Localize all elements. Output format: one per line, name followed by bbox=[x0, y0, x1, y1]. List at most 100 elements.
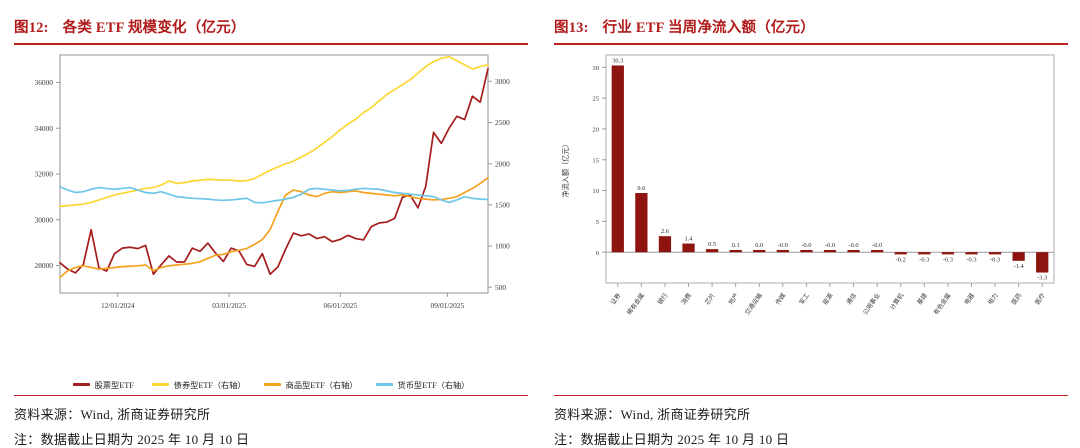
y-tick-label: 25 bbox=[592, 95, 599, 102]
x-category-label: 电器 bbox=[962, 290, 976, 305]
bar-value-label: 30.3 bbox=[612, 57, 623, 64]
bar[interactable] bbox=[611, 65, 624, 252]
x-category-label: 医疗 bbox=[1033, 291, 1047, 306]
figure-12-source: 资料来源：Wind, 浙商证券研究所 bbox=[14, 407, 211, 422]
bar[interactable] bbox=[823, 249, 837, 252]
figure-12-footer-rule bbox=[14, 394, 528, 396]
bar[interactable] bbox=[635, 192, 648, 252]
x-category-label: 稀有金属 bbox=[625, 291, 646, 316]
bar-value-label: 0.0 bbox=[755, 242, 763, 249]
legend-item-3[interactable]: 货币型ETF（右轴） bbox=[375, 379, 470, 391]
legend-swatch-icon bbox=[375, 383, 393, 386]
legend-swatch-icon bbox=[263, 383, 281, 386]
legend-item-2[interactable]: 商品型ETF（右轴） bbox=[263, 379, 358, 391]
x-tick-label: 12/01/2024 bbox=[101, 301, 135, 310]
figure-13-title-text: 行业 ETF 当周净流入额（亿元） bbox=[602, 20, 815, 36]
x-category-label: 芯片 bbox=[703, 291, 717, 306]
x-category-label: 医药 bbox=[1010, 291, 1024, 306]
y-left-tick-label: 28000 bbox=[35, 261, 54, 270]
bar-value-label: -0.0 bbox=[825, 242, 835, 249]
bar[interactable] bbox=[776, 249, 789, 252]
y-tick-label: 15 bbox=[592, 157, 599, 164]
figure-12-panel: 图12: 各类 ETF 规模变化（亿元） 28000 30000 32000 34000… bbox=[14, 0, 528, 447]
bar[interactable] bbox=[1036, 251, 1049, 273]
figure-13-title: 图13: 行业 ETF 当周净流入额（亿元） bbox=[554, 0, 1068, 43]
legend-label: 股票型ETF bbox=[94, 380, 134, 390]
bar[interactable] bbox=[988, 251, 1002, 254]
bar-value-label: -0.0 bbox=[778, 242, 788, 249]
bar[interactable] bbox=[705, 248, 719, 252]
bar-value-label: -0.0 bbox=[801, 242, 811, 249]
x-category-label: 消费 bbox=[680, 291, 694, 306]
bar[interactable] bbox=[1012, 251, 1025, 261]
legend-swatch-icon bbox=[151, 383, 169, 386]
bar[interactable] bbox=[682, 243, 695, 252]
figure-12-chart-area: 28000 30000 32000 34000 36000 500 1000 1500 2000… bbox=[14, 45, 528, 377]
legend-label: 货币型ETF（右轴） bbox=[397, 380, 470, 390]
y-left-tick-label: 30000 bbox=[35, 215, 54, 224]
figure-13-label: 图13: bbox=[554, 20, 589, 36]
bar-value-label: -0.3 bbox=[966, 256, 976, 263]
bar-value-label: 9.6 bbox=[637, 185, 645, 192]
bar-value-label: -0.3 bbox=[943, 256, 953, 263]
bar[interactable] bbox=[965, 251, 978, 254]
etf-scale-line-chart: 28000 30000 32000 34000 36000 500 1000 1500 2000… bbox=[35, 54, 510, 310]
bar[interactable] bbox=[753, 249, 766, 252]
line-series-3 bbox=[59, 185, 489, 204]
x-category-label: 计算机 bbox=[888, 290, 906, 310]
bar-value-label: -3.3 bbox=[1037, 274, 1047, 281]
y-tick-label: 0 bbox=[596, 249, 600, 256]
legend-item-1[interactable]: 债券型ETF（右轴） bbox=[151, 379, 246, 391]
figure-13-panel: 图13: 行业 ETF 当周净流入额（亿元） 0 5 10 15 20 25 30 净流入额（亿… bbox=[540, 0, 1080, 448]
x-tick-label: 03/01/2025 bbox=[212, 301, 246, 310]
bar[interactable] bbox=[941, 251, 955, 254]
y-left-tick-label: 36000 bbox=[35, 78, 54, 87]
x-category-label: 传媒 bbox=[774, 290, 788, 305]
figure-12-note: 注：数据截止日期为 2025 年 10 月 10 日 bbox=[14, 432, 250, 447]
bar-value-label: -0.0 bbox=[872, 242, 882, 249]
bar[interactable] bbox=[729, 249, 742, 252]
bar-value-label: -0.3 bbox=[919, 256, 929, 263]
bar[interactable] bbox=[658, 235, 672, 252]
bar[interactable] bbox=[847, 249, 860, 252]
x-category-label: 地产 bbox=[727, 291, 741, 306]
bar-value-label: -1.4 bbox=[1014, 262, 1025, 269]
y-right-tick-label: 1000 bbox=[495, 241, 510, 250]
plot-frame bbox=[59, 54, 489, 294]
x-category-label: 通信 bbox=[845, 291, 859, 306]
bar-value-label: 2.6 bbox=[661, 228, 669, 235]
x-category-label: 公用事业 bbox=[861, 291, 882, 316]
x-category-label: 交通运输 bbox=[743, 290, 764, 316]
bar[interactable] bbox=[918, 251, 931, 254]
figure-13-footer: 资料来源：Wind, 浙商证券研究所 注：数据截止日期为 2025 年 10 月… bbox=[554, 391, 1068, 448]
x-category-label: 银行 bbox=[656, 291, 670, 306]
x-category-label: 基建 bbox=[915, 291, 929, 306]
y-tick-label: 20 bbox=[592, 126, 599, 133]
figure-13-chart-area: 0 5 10 15 20 25 30 净流入额（亿元） 30.3 证券 9.6 稀有金属 2.6 银行 1.… bbox=[554, 45, 1068, 391]
bar-value-label: 0.5 bbox=[708, 241, 716, 248]
x-category-label: 电力 bbox=[986, 291, 1000, 306]
y-tick-label: 5 bbox=[596, 219, 600, 226]
bar-value-label: -0.0 bbox=[849, 242, 859, 249]
bar[interactable] bbox=[894, 251, 907, 254]
figure-12-title: 图12: 各类 ETF 规模变化（亿元） bbox=[14, 0, 528, 43]
bar[interactable] bbox=[871, 249, 884, 252]
y-right-tick-label: 2000 bbox=[495, 159, 510, 168]
line-series-2 bbox=[59, 176, 489, 278]
y-left-tick-label: 34000 bbox=[35, 123, 54, 132]
figure-13-footer-rule bbox=[554, 394, 1068, 396]
x-tick-label: 06/01/2025 bbox=[324, 301, 358, 310]
y-tick-label: 30 bbox=[592, 65, 599, 72]
bar[interactable] bbox=[800, 249, 813, 252]
x-category-label: 有色金属 bbox=[932, 291, 953, 316]
line-series-1 bbox=[59, 55, 489, 207]
industry-etf-bar-chart: 0 5 10 15 20 25 30 净流入额（亿元） 30.3 证券 9.6 稀有金属 2.6 银行 1.… bbox=[561, 54, 1055, 316]
figure-12-legend: 股票型ETF 债券型ETF（右轴） 商品型ETF（右轴） 货币型ETF（右轴） bbox=[14, 379, 528, 391]
bar-value-label: -0.2 bbox=[896, 256, 906, 263]
figure-13-title-rule bbox=[554, 43, 1068, 45]
x-category-label: 军工 bbox=[798, 292, 811, 306]
legend-item-0[interactable]: 股票型ETF bbox=[72, 379, 134, 391]
bar-value-label: -0.3 bbox=[990, 256, 1000, 263]
bar-value-label: 0.1 bbox=[732, 242, 740, 249]
